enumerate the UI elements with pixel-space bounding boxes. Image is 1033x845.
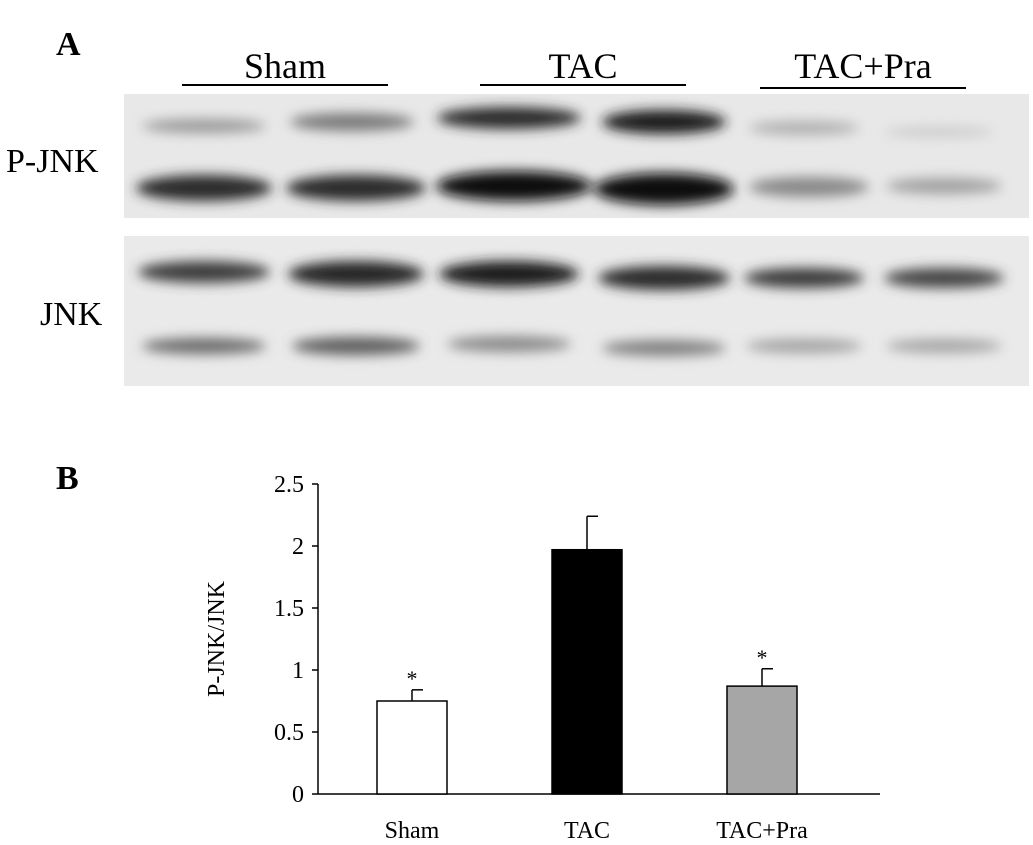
jnk-blot-image (124, 236, 1029, 386)
panel-a-letter: A (56, 26, 81, 63)
bar-0 (376, 700, 448, 795)
blot-group-line-tac (480, 84, 686, 86)
bar-1 (551, 548, 623, 795)
y-tick-label: 0 (292, 782, 304, 808)
blot-group-label-tac-pra: TAC+Pra (794, 46, 932, 86)
blot-group-line-tac-pra (760, 87, 966, 89)
x-tick-label: Sham (385, 818, 440, 844)
y-axis: 0 0.5 1 1.5 2 2.5 (274, 472, 319, 808)
blot-group-label-sham: Sham (243, 46, 326, 86)
y-tick-label: 2.5 (274, 472, 304, 498)
y-tick-label: 0.5 (274, 720, 304, 746)
significance-mark-2: * (757, 645, 768, 670)
bar-2 (726, 685, 798, 795)
pjnk-blot-image (124, 94, 1029, 218)
significance-mark-0: * (407, 666, 418, 691)
y-axis-label: P-JNK/JNK (204, 580, 230, 697)
panel-b-letter: B (56, 460, 79, 497)
x-axis: Sham TAC TAC+Pra (318, 793, 880, 844)
blot-row-label-jnk: JNK (40, 296, 103, 333)
x-tick-label: TAC+Pra (716, 818, 808, 844)
blot-row-label-pjnk: P-JNK (6, 143, 99, 180)
blot-group-label-tac: TAC (548, 46, 618, 86)
bars: ** (376, 515, 798, 795)
x-tick-label: TAC (564, 818, 610, 844)
y-tick-label: 2 (292, 534, 304, 560)
blot-group-line-sham (182, 84, 388, 86)
y-tick-label: 1.5 (274, 596, 304, 622)
y-tick-label: 1 (292, 658, 304, 684)
